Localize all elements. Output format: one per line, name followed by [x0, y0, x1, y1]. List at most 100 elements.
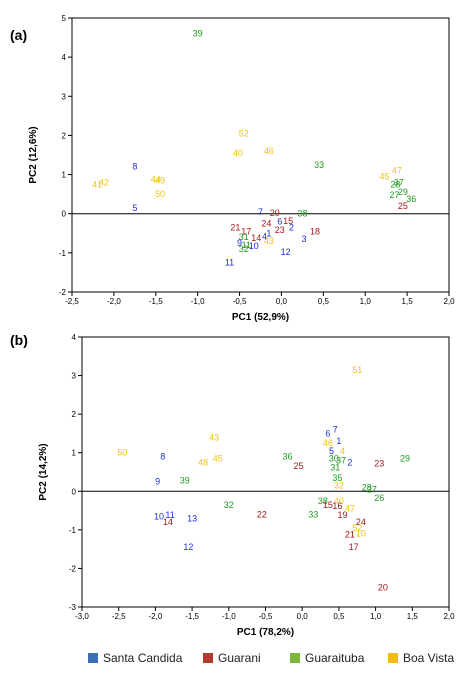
x-axis-title: PC1 (78,2%) — [237, 627, 294, 638]
data-point-label: 51 — [352, 365, 362, 375]
data-point-label: 32 — [334, 481, 344, 491]
data-point-label: 50 — [155, 189, 165, 199]
data-point-label: 26 — [374, 493, 384, 503]
data-point-label: 9 — [155, 477, 160, 487]
data-point-label: 15 — [323, 500, 333, 510]
data-point-label: 32 — [239, 244, 249, 254]
data-point-label: 21 — [345, 529, 355, 539]
y-tick-label: 2 — [72, 410, 77, 419]
legend-label: Boa Vista — [403, 651, 454, 665]
data-point-label: 28 — [362, 482, 372, 492]
x-tick-label: -0,5 — [259, 612, 273, 621]
data-point-label: 35 — [332, 473, 342, 483]
data-point-label: 42 — [99, 177, 109, 187]
y-tick-label: -1 — [59, 249, 67, 258]
data-point-label: 27 — [367, 484, 377, 494]
data-point-label: 33 — [308, 509, 318, 519]
y-axis-title: PC2 (14,2%) — [38, 443, 49, 500]
data-point-label: 40 — [233, 148, 243, 158]
data-point-label: 31 — [239, 232, 249, 242]
data-point-label: 23 — [374, 459, 384, 469]
data-point-label: 33 — [314, 160, 324, 170]
x-tick-label: 2,0 — [443, 612, 455, 621]
data-point-label: 25 — [294, 461, 304, 471]
panel-label: (a) — [10, 27, 27, 43]
x-tick-label: 1,0 — [370, 612, 382, 621]
data-point-label: 7 — [333, 425, 338, 435]
y-tick-label: -3 — [69, 603, 77, 612]
data-point-label: 11 — [242, 240, 251, 250]
data-point-label: 1 — [336, 436, 341, 446]
y-tick-label: 3 — [62, 92, 67, 101]
x-axis-title: PC1 (52,9%) — [232, 312, 289, 323]
data-point-label: 39 — [193, 29, 203, 39]
data-point-label: 43 — [209, 432, 219, 442]
x-tick-label: 1,5 — [407, 612, 419, 621]
y-tick-label: 2 — [62, 131, 67, 140]
data-point-label: 45 — [213, 454, 223, 464]
data-point-label: 31 — [330, 462, 340, 472]
data-point-label: 6 — [325, 428, 330, 438]
data-point-label: 25 — [398, 201, 408, 211]
x-tick-label: 0,0 — [297, 612, 309, 621]
data-point-label: 1 — [266, 228, 271, 238]
data-point-label: 46 — [323, 438, 333, 448]
y-tick-label: -1 — [69, 526, 77, 535]
legend-swatch — [290, 653, 300, 663]
legend-label: Guaraituba — [305, 651, 365, 665]
data-point-label: 4 — [262, 231, 267, 241]
legend: Santa Candida Guarani Guaraituba Boa Vista — [88, 651, 454, 665]
x-tick-label: 0,0 — [276, 297, 288, 306]
data-point-label: 43 — [264, 236, 274, 246]
data-point-label: 11 — [165, 510, 174, 520]
data-point-label: 2 — [347, 457, 352, 467]
data-point-label: 3 — [302, 234, 307, 244]
x-tick-label: 0,5 — [333, 612, 345, 621]
data-point-label: 24 — [261, 219, 271, 229]
x-tick-label: -2,5 — [65, 297, 79, 306]
data-point-label: 17 — [349, 542, 359, 552]
data-point-label: 40 — [334, 496, 344, 506]
data-point-label: 47 — [345, 504, 355, 514]
data-point-label: 45 — [379, 172, 389, 182]
data-point-label: 27 — [390, 190, 400, 200]
legend-label: Santa Candida — [103, 651, 183, 665]
data-point-label: 44 — [151, 174, 161, 184]
panel-label: (b) — [10, 332, 28, 348]
data-point-label: 10 — [154, 511, 164, 521]
y-tick-label: 4 — [62, 53, 67, 62]
data-point-label: 39 — [180, 475, 190, 485]
x-tick-label: -3,0 — [75, 612, 89, 621]
data-point-label: 28 — [390, 179, 400, 189]
data-point-label: 21 — [230, 222, 240, 232]
data-point-label: 50 — [117, 448, 127, 458]
plot-frame — [81, 336, 450, 608]
data-point-label: 9 — [237, 238, 242, 248]
x-tick-label: 1,5 — [402, 297, 414, 306]
y-tick-label: 4 — [72, 333, 77, 342]
data-point-label: 22 — [257, 509, 267, 519]
panel-a: (a) -2,5 -2,0 -1,5 -1,0 -0,5 0,0 0,5 1,0 1,5 2,0 -2… — [10, 14, 455, 323]
data-point-label: 24 — [356, 517, 366, 527]
data-point-label: 36 — [283, 452, 293, 462]
x-tick-label: -1,5 — [149, 297, 163, 306]
x-tick-label: 0,5 — [318, 297, 330, 306]
data-point-label: 46 — [264, 146, 274, 156]
data-point-label: 15 — [283, 216, 293, 226]
data-point-label: 14 — [251, 233, 261, 243]
data-point-label: 14 — [163, 517, 173, 527]
y-tick-label: 1 — [62, 171, 67, 180]
data-point-label: 38 — [318, 496, 328, 506]
data-point-label: 41 — [92, 179, 102, 189]
data-point-label: 12 — [183, 542, 193, 552]
legend-label: Guarani — [218, 651, 261, 665]
x-tick-label: -1,0 — [191, 297, 205, 306]
x-tick-label: -2,0 — [149, 612, 163, 621]
data-point-label: 12 — [281, 247, 291, 257]
x-tick-label: -2,5 — [112, 612, 126, 621]
y-tick-label: -2 — [59, 288, 67, 297]
data-point-label: 10 — [356, 529, 366, 539]
legend-swatch — [388, 653, 398, 663]
x-tick-label: 2,0 — [443, 297, 455, 306]
